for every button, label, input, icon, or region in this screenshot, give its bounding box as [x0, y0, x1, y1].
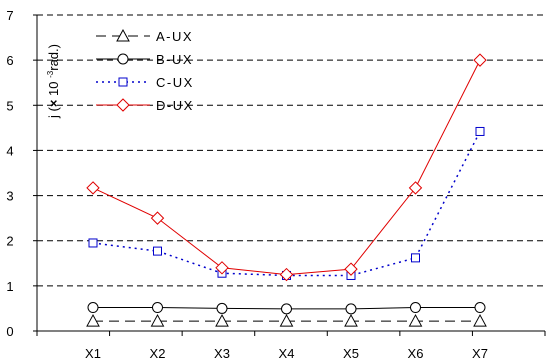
- marker-triangle: [473, 314, 487, 327]
- series-line: [92, 131, 481, 277]
- marker-triangle: [279, 314, 294, 327]
- marker-square: [411, 253, 420, 263]
- legend-item: C-UX: [96, 75, 194, 90]
- marker-diamond: [215, 261, 229, 275]
- y-tick-label: 5: [6, 98, 13, 113]
- marker-circle: [216, 302, 228, 314]
- marker-diamond: [344, 262, 358, 276]
- y-tick-labels: 0 1 2 3 4 5 6 7: [6, 8, 37, 339]
- marker-circle: [87, 302, 99, 314]
- y-axis-label: j (× 10 -3rad.): [46, 44, 61, 119]
- marker-triangle: [86, 314, 100, 327]
- series-line: [92, 59, 481, 276]
- y-tick-label: 6: [6, 53, 13, 68]
- y-tick-label: 0: [6, 324, 13, 339]
- y-tick-label: 2: [6, 234, 13, 249]
- series-b-ux: [87, 302, 486, 315]
- series: [86, 53, 487, 327]
- y-tick-label: 7: [6, 8, 13, 23]
- legend-item: A-UX: [96, 28, 193, 44]
- marker-circle: [345, 303, 357, 315]
- x-tick-label: X1: [85, 346, 101, 361]
- legend-label: C-UX: [156, 75, 194, 90]
- legend-label: A-UX: [156, 29, 193, 44]
- marker-triangle: [116, 28, 130, 42]
- y-tick-label: 1: [6, 279, 13, 294]
- marker-triangle: [215, 314, 229, 327]
- marker-square: [475, 126, 485, 136]
- marker-triangle: [408, 314, 423, 327]
- marker-circle: [117, 53, 129, 65]
- marker-triangle: [150, 314, 165, 327]
- gridlines: [37, 14, 545, 287]
- marker-diamond: [116, 98, 130, 112]
- marker-square: [118, 77, 128, 87]
- y-tick-label: 3: [6, 189, 13, 204]
- x-tick-label: X4: [279, 346, 295, 361]
- marker-diamond: [408, 181, 423, 195]
- marker-diamond: [86, 181, 100, 195]
- series-d-ux: [86, 53, 487, 282]
- x-tick-label: X7: [472, 346, 488, 361]
- legend-item: B-UX: [96, 52, 193, 67]
- y-tick-label: 4: [6, 143, 13, 158]
- x-tick-label: X6: [408, 346, 424, 361]
- marker-circle: [474, 302, 486, 314]
- legend-item: D-UX: [96, 98, 194, 113]
- x-tick-labels: X1 X2 X3 X4 X5 X6 X7: [36, 331, 546, 361]
- marker-square: [88, 238, 98, 248]
- marker-diamond: [473, 53, 487, 67]
- marker-square: [153, 246, 162, 256]
- marker-circle: [152, 302, 163, 314]
- marker-diamond: [279, 267, 294, 282]
- legend-label: B-UX: [156, 52, 193, 67]
- legend-label: D-UX: [156, 98, 194, 113]
- x-tick-label: X5: [343, 346, 359, 361]
- marker-diamond: [150, 211, 165, 225]
- x-tick-label: X2: [150, 346, 166, 361]
- x-tick-label: X3: [214, 346, 230, 361]
- legend: A-UX B-UX C-UX D-UX: [96, 28, 194, 113]
- marker-circle: [410, 302, 421, 314]
- series-a-ux: [86, 314, 487, 327]
- marker-triangle: [344, 314, 358, 327]
- marker-circle: [281, 303, 292, 315]
